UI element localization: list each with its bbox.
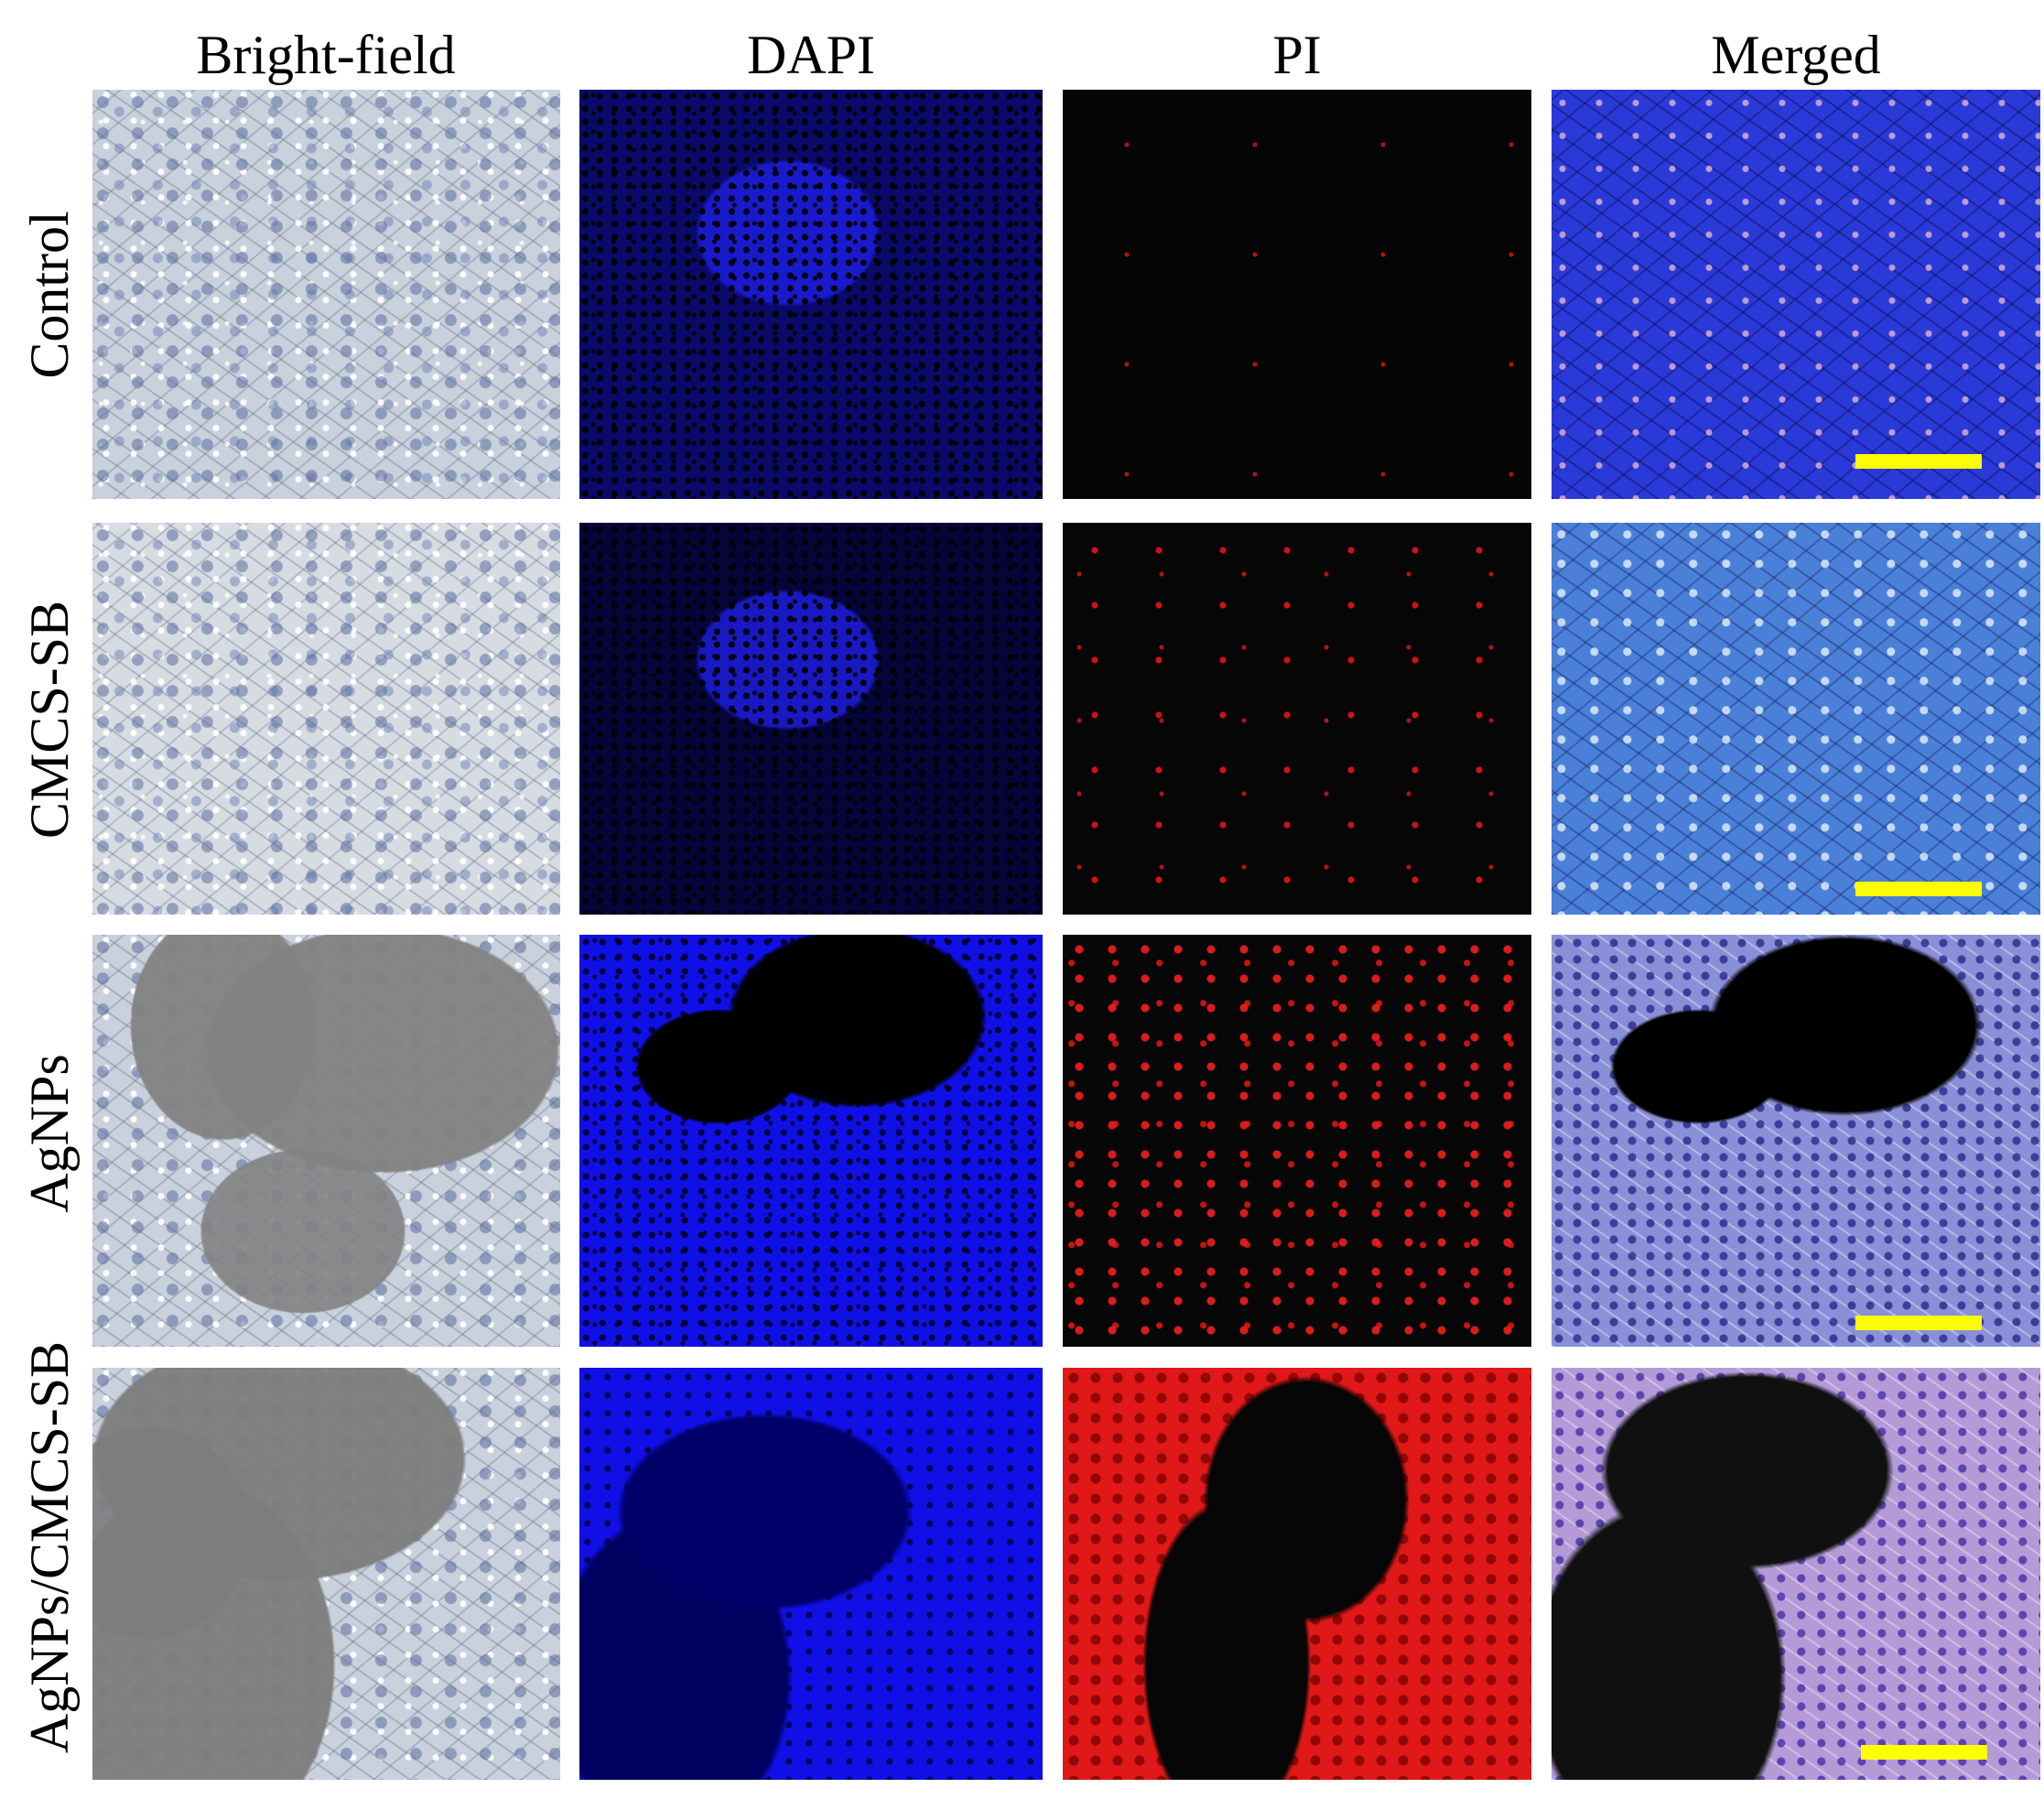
image-agnps-bright-field	[92, 935, 560, 1347]
image-agnps-cmcs-sb-bright-field	[92, 1368, 560, 1780]
image-agnps-dapi	[579, 935, 1043, 1347]
column-header-pi: PI	[1272, 25, 1322, 85]
scale-bar	[1855, 882, 1982, 896]
row-label-control: Control	[19, 211, 80, 379]
scale-bar	[1855, 1316, 1982, 1330]
image-cmcs-sb-merged	[1552, 523, 2040, 915]
image-agnps-cmcs-sb-dapi	[579, 1368, 1043, 1780]
image-agnps-cmcs-sb-merged	[1552, 1368, 2040, 1780]
image-agnps-merged	[1552, 935, 2040, 1347]
image-cmcs-sb-dapi	[579, 523, 1043, 915]
image-cmcs-sb-pi	[1063, 523, 1531, 915]
image-agnps-cmcs-sb-pi	[1063, 1368, 1531, 1780]
column-header-dapi: DAPI	[746, 25, 875, 85]
row-label-cmcs-sb: CMCS-SB	[19, 600, 80, 840]
scale-bar	[1861, 1745, 1987, 1760]
row-label-agnps-cmcs-sb: AgNPs/CMCS-SB	[19, 1340, 80, 1754]
image-control-merged	[1552, 90, 2040, 499]
image-cmcs-sb-bright-field	[92, 523, 560, 915]
image-control-pi	[1063, 90, 1531, 499]
column-header-bright-field: Bright-field	[196, 25, 456, 85]
image-agnps-pi	[1063, 935, 1531, 1347]
image-control-dapi	[579, 90, 1043, 499]
column-header-merged: Merged	[1711, 25, 1881, 85]
scale-bar	[1855, 454, 1982, 469]
row-label-agnps: AgNPs	[19, 1054, 80, 1213]
image-control-bright-field	[92, 90, 560, 499]
